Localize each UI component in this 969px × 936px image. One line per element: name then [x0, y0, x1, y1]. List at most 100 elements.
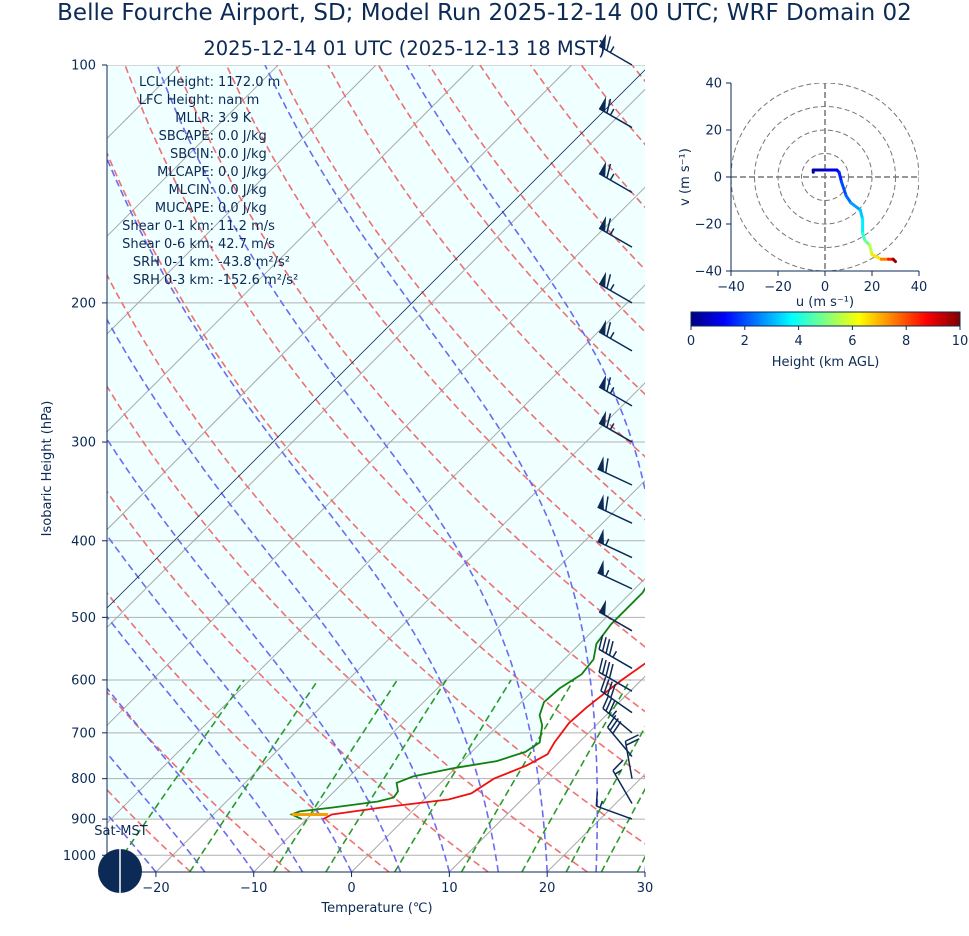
wind-barb-halfflag [609, 283, 615, 291]
wind-barb-flag [612, 759, 624, 772]
stat-value: -152.6 m²/s² [218, 273, 298, 288]
hodograph-y-tick-label: −40 [695, 265, 722, 280]
wind-barb-flag [606, 377, 612, 392]
wind-barb-flag [608, 640, 614, 656]
wind-barb-flag [605, 661, 611, 677]
wind-barb-pennant [597, 494, 604, 511]
dry-adiabat [886, 65, 969, 872]
hodograph-segment [891, 257, 897, 264]
stat-label: SBCAPE: [159, 129, 214, 144]
wind-barb-shaft [598, 648, 633, 669]
wind-barb [598, 657, 633, 692]
isotherm-gridline [351, 577, 645, 872]
dry-adiabat [225, 65, 645, 584]
hodograph-segment [849, 201, 862, 212]
wind-barb [612, 759, 633, 804]
wind-barb [597, 456, 633, 486]
stat-label: MLCAPE: [157, 165, 214, 180]
wind-barb [598, 374, 633, 407]
stat-label: MUCAPE: [155, 201, 214, 216]
mixing-ratio-line [600, 787, 645, 872]
isotherm-gridline [107, 284, 645, 824]
stat-label: LCL Height: [139, 75, 214, 90]
colorbar-tick-label: 2 [741, 334, 749, 349]
wind-barb-shaft [612, 770, 633, 804]
wind-barb-halfflag [609, 331, 615, 339]
hodograph-x-label: u (m s⁻¹) [796, 295, 854, 310]
wind-barb-flag [606, 681, 613, 696]
stat-value: 3.9 K [218, 111, 252, 126]
moist-adiabat [405, 65, 645, 872]
dry-adiabat [107, 273, 645, 845]
wind-barb-shaft [596, 805, 633, 820]
stat-label: MLLR: [175, 111, 214, 126]
dry-adiabat [784, 65, 969, 872]
wind-barb [598, 410, 633, 443]
colorbar-tick-label: 8 [902, 334, 910, 349]
wind-barb [598, 161, 633, 194]
wind-barb-halfflag [605, 538, 610, 546]
isotherm-gridline [107, 65, 572, 531]
stat-value: 0.0 J/kg [218, 129, 267, 144]
hodograph-segment [868, 243, 874, 257]
hodograph-segment [839, 180, 848, 198]
wind-barb-halfflag [605, 569, 610, 577]
wind-barb-pennant [599, 215, 607, 232]
stat-value: 0.0 J/kg [218, 183, 267, 198]
wind-barb-flag [595, 791, 599, 807]
moist-adiabat [107, 687, 255, 872]
isotherm-gridline [107, 65, 279, 237]
wind-barb [602, 694, 633, 734]
wind-barb [598, 634, 633, 669]
wind-barb-halfflag [609, 228, 615, 235]
wind-barb-flag [608, 663, 614, 679]
wind-barb-flag [601, 636, 607, 652]
wind-barb-shaft [597, 540, 633, 559]
hodograph-segment [837, 170, 843, 184]
isotherm-gridline [107, 186, 645, 726]
wind-barb-halfflag [599, 800, 604, 808]
wind-barb-flag [606, 98, 612, 114]
moist-adiabat [107, 156, 500, 872]
colorbar-tick-label: 4 [794, 334, 802, 349]
stat-value: -43.8 m²/s² [218, 255, 290, 270]
wind-barb-flag [605, 638, 611, 654]
x-tick-label: −10 [240, 881, 267, 896]
moist-adiabat [107, 752, 206, 872]
x-axis-label: Temperature (℃) [320, 901, 432, 916]
mixing-ratio-line [273, 679, 398, 872]
mixing-ratio-line [521, 679, 631, 872]
wind-barb-halfflag [611, 710, 618, 717]
wind-barb-halfflag [609, 46, 615, 53]
wind-barb [598, 96, 633, 129]
wind-barb-flag [612, 721, 622, 734]
dry-adiabat [107, 788, 192, 872]
mixing-ratio-line [636, 855, 645, 872]
wind-barb [598, 271, 633, 304]
hodograph-x-tick-label: 0 [821, 280, 829, 295]
dry-adiabat [107, 490, 489, 872]
dewpoint-profile [289, 586, 645, 820]
wind-barb-flag [606, 218, 612, 233]
dry-adiabat [327, 65, 645, 458]
y-tick-label: 200 [71, 296, 96, 311]
mixing-ratio-line [189, 679, 319, 872]
hodograph-area [731, 83, 919, 271]
dry-adiabat [835, 65, 969, 872]
stat-label: SBCIN: [170, 147, 214, 162]
y-tick-label: 400 [71, 534, 96, 549]
wind-barb [624, 734, 640, 779]
isotherm-gridline [155, 382, 645, 872]
colorbar-tick-label: 6 [848, 334, 856, 349]
wind-barb-flag [604, 458, 609, 473]
mixing-ratio-line [325, 679, 447, 872]
y-tick-label: 500 [71, 611, 96, 626]
moist-adiabat [107, 317, 451, 872]
hodograph-y-tick-label: 40 [705, 77, 722, 92]
wind-barb-pennant [599, 410, 607, 427]
wind-barb-shaft [600, 690, 633, 714]
stat-label: Shear 0-6 km: [122, 237, 214, 252]
wind-barb-pennant [599, 374, 607, 391]
dry-adiabat [683, 65, 969, 872]
mixing-ratio-line [565, 725, 645, 872]
